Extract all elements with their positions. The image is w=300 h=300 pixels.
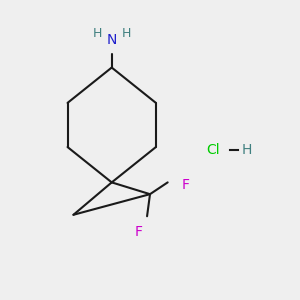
Text: F: F [181, 178, 189, 192]
Text: F: F [134, 225, 142, 239]
Text: N: N [106, 33, 117, 46]
Text: Cl: Cl [206, 143, 220, 157]
Text: H: H [122, 27, 131, 40]
Text: H: H [241, 143, 252, 157]
Text: H: H [92, 27, 102, 40]
